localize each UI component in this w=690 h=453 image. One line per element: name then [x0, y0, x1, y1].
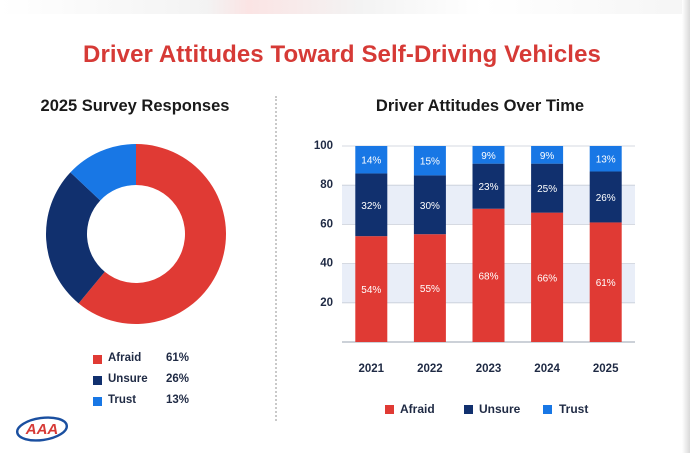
bar-segment-trust-2021	[355, 146, 388, 174]
legend-swatch-trust	[93, 397, 102, 406]
donut-slice-trust	[70, 144, 136, 201]
donut-legend-value-unsure: 26%	[166, 373, 190, 385]
aaa-logo: AAA	[15, 416, 69, 442]
bar-data-label: 14%	[361, 156, 381, 167]
donut-legend-label-unsure: Unsure	[108, 373, 148, 385]
bar-segment-unsure-2024	[531, 163, 564, 213]
x-tick-label: 2023	[476, 363, 502, 375]
donut-slice-afraid	[78, 144, 227, 324]
bar-segment-trust-2023	[472, 146, 505, 164]
y-tick-label: 60	[320, 218, 333, 230]
bar-data-label: 55%	[420, 284, 440, 295]
bar-data-label: 54%	[361, 285, 381, 296]
bar-legend-trust: Trust	[559, 402, 589, 416]
bar-segment-unsure-2023	[472, 163, 505, 209]
bar-data-label: 23%	[478, 182, 498, 193]
y-tick-label: 80	[320, 179, 333, 191]
donut-slice-unsure	[45, 172, 105, 304]
bar-segment-afraid-2021	[355, 236, 388, 342]
y-tick-label: 40	[320, 258, 333, 270]
bar-data-label: 9%	[540, 151, 555, 162]
bar-data-label: 13%	[596, 155, 616, 166]
bar-segment-trust-2022	[413, 146, 446, 176]
bar-data-label: 61%	[596, 278, 616, 289]
bar-legend-swatch-afraid	[385, 405, 394, 414]
x-tick-label: 2024	[534, 363, 560, 375]
bar-segment-afraid-2023	[472, 208, 505, 342]
bar-data-label: 9%	[481, 151, 496, 162]
x-tick-label: 2021	[359, 363, 385, 375]
bar-data-label: 26%	[596, 193, 616, 204]
bar-segment-afraid-2022	[413, 234, 446, 342]
bar-data-label: 68%	[478, 271, 498, 282]
bar-legend-afraid: Afraid	[400, 402, 435, 416]
aaa-logo-text: AAA	[25, 421, 59, 438]
bar-legend-unsure: Unsure	[479, 402, 521, 416]
donut-title: 2025 Survey Responses	[40, 97, 230, 115]
bar-segment-unsure-2025	[589, 171, 622, 223]
donut-legend-value-trust: 13%	[166, 394, 190, 406]
bar-segment-trust-2025	[589, 146, 622, 172]
bar-segment-afraid-2024	[531, 212, 564, 342]
donut-legend-label-trust: Trust	[108, 394, 137, 406]
legend-swatch-afraid	[93, 355, 102, 364]
bar-legend-swatch-unsure	[464, 405, 473, 414]
bar-data-label: 66%	[537, 273, 557, 284]
y-tick-label: 100	[314, 140, 333, 152]
bar-data-label: 15%	[420, 157, 440, 168]
x-tick-label: 2022	[417, 363, 443, 375]
bar-legend-swatch-trust	[543, 405, 552, 414]
bar-data-label: 25%	[537, 184, 557, 195]
bar-segment-unsure-2021	[355, 173, 388, 237]
bar-chart-title: Driver Attitudes Over Time	[375, 97, 585, 115]
bar-segment-afraid-2025	[589, 222, 622, 342]
y-tick-label: 20	[320, 297, 333, 309]
donut-legend-label-afraid: Afraid	[108, 352, 142, 364]
page-title: Driver Attitudes Toward Self-Driving Veh…	[83, 41, 601, 68]
bar-data-label: 32%	[361, 201, 381, 212]
donut-legend-value-afraid: 61%	[166, 352, 190, 364]
bar-data-label: 30%	[420, 201, 440, 212]
panel-divider	[275, 96, 277, 421]
top-strip	[0, 0, 690, 14]
legend-swatch-unsure	[93, 376, 102, 385]
bar-segment-unsure-2022	[413, 175, 446, 235]
right-edge-shadow	[682, 0, 690, 453]
aaa-logo-oval	[15, 416, 69, 442]
bar-segment-trust-2024	[531, 146, 564, 164]
x-tick-label: 2025	[593, 363, 619, 375]
